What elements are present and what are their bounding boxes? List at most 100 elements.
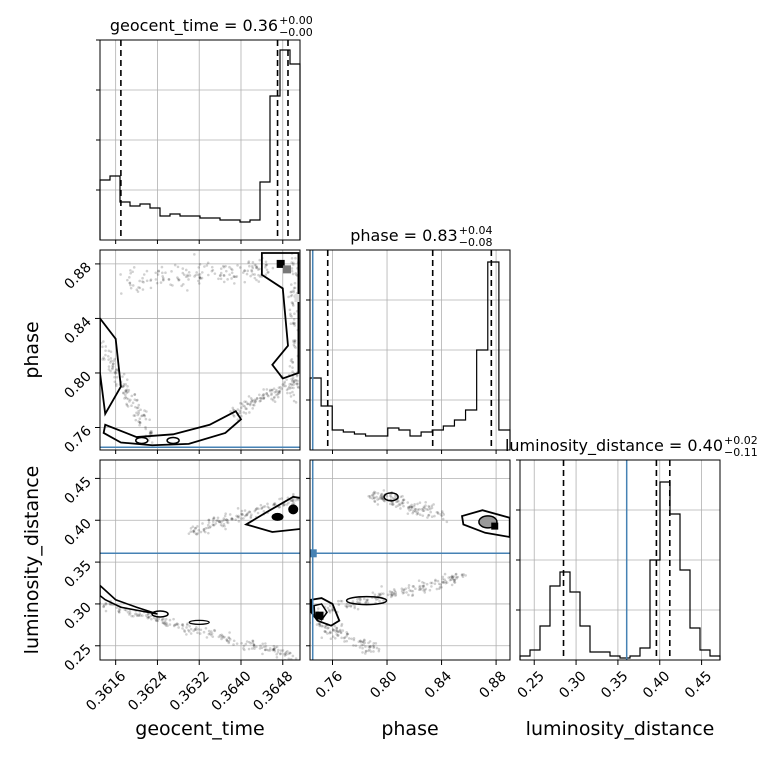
sample-point <box>157 617 161 621</box>
sample-point <box>345 602 349 605</box>
sample-point <box>212 523 216 527</box>
sample-point <box>139 614 142 617</box>
sample-point <box>154 278 158 281</box>
sample-point <box>411 589 415 593</box>
sample-point <box>340 636 343 640</box>
sample-point <box>381 497 385 501</box>
sample-point <box>423 591 427 594</box>
sample-point <box>251 273 254 276</box>
sample-point <box>223 635 226 639</box>
sample-point <box>232 415 236 418</box>
sample-point <box>406 501 410 504</box>
sample-point <box>189 632 193 635</box>
sample-point <box>250 269 253 272</box>
sample-point <box>252 643 256 646</box>
sample-point <box>126 384 129 388</box>
sample-point <box>148 432 152 435</box>
sample-point <box>281 649 285 652</box>
contour <box>188 619 210 625</box>
sample-point <box>390 594 394 597</box>
sample-point <box>251 639 255 643</box>
sample-point <box>242 517 245 520</box>
sample-point <box>439 583 443 586</box>
contour <box>151 610 169 618</box>
sample-point <box>162 278 165 281</box>
sample-point <box>382 592 385 595</box>
sample-point <box>115 606 119 609</box>
sample-point <box>117 607 121 611</box>
sample-point <box>255 278 258 282</box>
sample-point <box>402 498 406 502</box>
sample-point <box>207 632 211 636</box>
sample-point <box>394 505 398 509</box>
x-axis-label: luminosity_distance <box>526 718 715 740</box>
sample-point <box>292 393 296 397</box>
sample-point <box>194 532 198 536</box>
sample-point <box>129 286 133 290</box>
sample-point <box>413 507 417 511</box>
sample-point <box>345 635 348 638</box>
sample-point <box>132 266 136 269</box>
sample-point <box>114 372 117 375</box>
sample-point <box>129 398 132 402</box>
sample-point <box>181 627 184 630</box>
sample-point <box>441 575 445 579</box>
sample-point <box>134 418 138 422</box>
contour <box>345 595 388 606</box>
panel-luminosity_distance <box>516 459 721 660</box>
sample-point <box>342 636 346 640</box>
sample-point <box>290 290 293 294</box>
sample-point <box>413 509 416 513</box>
sample-point <box>135 614 139 618</box>
sample-point <box>109 357 113 360</box>
sample-point <box>164 617 168 621</box>
sample-point <box>330 608 334 612</box>
sample-point <box>444 580 448 583</box>
sample-point <box>453 579 456 582</box>
sample-point <box>150 429 153 433</box>
sample-point <box>205 264 209 267</box>
sample-point <box>237 516 240 519</box>
sample-point <box>343 636 346 639</box>
sample-point <box>275 388 278 392</box>
sample-point <box>148 418 151 422</box>
sample-point <box>196 273 200 277</box>
title-upper-error: +0.00 <box>279 14 313 27</box>
sample-point <box>150 431 153 435</box>
sample-point <box>290 293 294 297</box>
sample-point <box>294 657 298 660</box>
sample-point <box>352 644 355 647</box>
sample-point <box>217 277 220 281</box>
sample-point <box>255 266 258 270</box>
sample-point <box>102 603 106 607</box>
sample-point <box>292 261 295 265</box>
sample-point <box>345 605 349 609</box>
sample-point <box>260 506 264 510</box>
sample-point <box>288 308 292 312</box>
sample-point <box>268 647 272 650</box>
sample-point <box>218 633 222 637</box>
sample-point <box>157 269 161 273</box>
sample-point <box>356 607 360 611</box>
sample-point <box>412 585 416 588</box>
sample-point <box>460 573 464 577</box>
sample-point <box>291 272 295 276</box>
sample-point <box>194 526 197 530</box>
sample-point <box>296 385 300 388</box>
sample-point <box>243 280 247 284</box>
sample-point <box>130 394 134 398</box>
sample-point <box>453 580 456 584</box>
sample-point <box>373 499 376 503</box>
sample-point <box>453 581 457 584</box>
sample-point <box>372 496 376 499</box>
sample-point <box>293 286 297 290</box>
sample-point <box>290 377 293 381</box>
x-tick-label: 0.84 <box>422 668 455 701</box>
sample-point <box>399 495 403 499</box>
sample-point <box>335 628 338 632</box>
sample-point <box>292 318 296 321</box>
sample-point <box>442 580 446 584</box>
sample-point <box>273 649 277 653</box>
sample-point <box>287 501 290 505</box>
sample-point <box>144 425 147 429</box>
